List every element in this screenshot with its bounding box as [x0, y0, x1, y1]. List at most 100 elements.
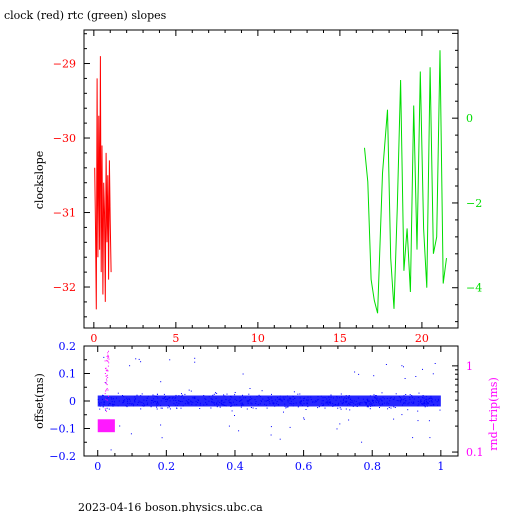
offset-point [228, 425, 230, 427]
offset-point [373, 375, 375, 377]
offset-point [241, 404, 242, 406]
offset-point [178, 400, 180, 402]
offset-point [366, 402, 367, 404]
offset-point [425, 395, 427, 397]
offset-point [367, 406, 369, 408]
offset-point [387, 408, 389, 410]
offset-point [303, 418, 305, 420]
offset-point [117, 392, 119, 394]
offset-point [381, 403, 383, 405]
offset-point [420, 401, 422, 402]
offset-point [430, 404, 432, 406]
offset-point [157, 401, 158, 403]
top-y-tick-label: −30 [53, 132, 76, 145]
offset-point [283, 398, 285, 400]
offset-point [424, 401, 426, 403]
offset-point [392, 398, 394, 400]
offset-point [423, 401, 425, 403]
offset-point [165, 401, 167, 402]
offset-point [252, 407, 254, 409]
offset-point [349, 404, 351, 405]
offset-point [293, 403, 295, 405]
offset-point [368, 400, 370, 402]
offset-point [307, 396, 309, 398]
offset-point [347, 397, 349, 399]
offset-point [292, 396, 294, 397]
offset-point [212, 394, 214, 396]
offset-point [342, 400, 344, 402]
offset-point [146, 400, 148, 402]
chart-title: clock (red) rtc (green) slopes [4, 9, 167, 22]
offset-point [135, 358, 137, 360]
offset-point [352, 405, 354, 407]
offset-point [192, 397, 194, 399]
offset-point [281, 399, 283, 401]
offset-point [429, 397, 431, 399]
offset-point [99, 403, 100, 405]
offset-point [141, 393, 143, 395]
offset-point [126, 397, 128, 399]
offset-point [279, 438, 281, 440]
offset-point [361, 441, 363, 443]
offset-point [359, 404, 361, 405]
offset-point [277, 397, 278, 399]
roundtrip-point [108, 350, 109, 352]
offset-point [417, 405, 419, 407]
offset-point [264, 400, 266, 402]
offset-point [279, 397, 281, 399]
offset-point [277, 404, 279, 405]
offset-point [271, 400, 273, 402]
offset-point [289, 403, 291, 404]
offset-point [297, 406, 299, 408]
offset-point [216, 392, 218, 394]
offset-point [340, 393, 342, 395]
offset-point [152, 394, 154, 396]
top-ylabel: clockslope [33, 151, 46, 209]
offset-point [383, 398, 385, 400]
offset-point [425, 403, 427, 405]
offset-point [181, 393, 182, 395]
offset-point [102, 394, 104, 396]
offset-point [230, 395, 232, 397]
bottom-y2-tick-label: 0.1 [466, 446, 484, 459]
offset-point [167, 407, 169, 409]
offset-point [355, 400, 357, 402]
offset-point [323, 403, 325, 405]
offset-point [157, 402, 159, 404]
offset-point [372, 400, 374, 402]
offset-point [234, 392, 236, 393]
offset-point [250, 396, 251, 398]
offset-point [248, 400, 250, 402]
offset-point [124, 399, 126, 401]
offset-point [187, 402, 189, 404]
offset-point [370, 405, 372, 407]
offset-point [431, 400, 433, 402]
offset-point [346, 400, 348, 402]
offset-point [431, 401, 433, 403]
roundtrip-point [104, 373, 106, 374]
offset-point [192, 401, 194, 403]
roundtrip-point [104, 382, 106, 383]
offset-point [273, 403, 274, 405]
offset-point [259, 396, 261, 397]
offset-point [119, 425, 121, 427]
offset-point [128, 398, 130, 400]
offset-point [231, 404, 233, 406]
offset-point [413, 398, 415, 400]
offset-point [427, 403, 429, 405]
offset-point [240, 399, 242, 401]
offset-point [181, 394, 183, 396]
offset-point [378, 398, 380, 400]
offset-point [131, 403, 133, 404]
offset-point [144, 404, 146, 406]
offset-point [340, 400, 342, 402]
offset-point [370, 403, 372, 405]
offset-point [274, 405, 276, 407]
offset-point [188, 389, 190, 391]
offset-point [169, 408, 171, 410]
offset-point [437, 398, 439, 400]
offset-point [353, 400, 355, 402]
offset-point [180, 401, 181, 402]
offset-point [399, 397, 401, 399]
offset-point [261, 390, 263, 392]
